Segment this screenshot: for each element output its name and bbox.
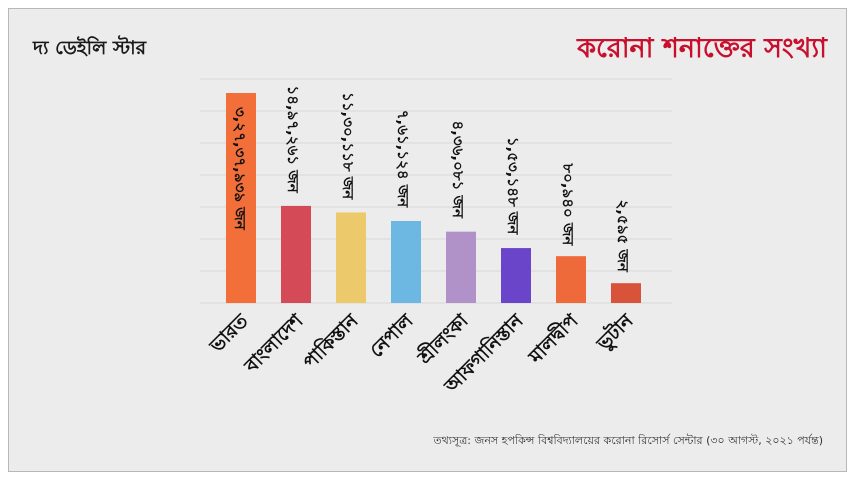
data-label-2: ১৪,৯৭,২৬১ জন [284,85,302,193]
data-label-7: ৮০,৯৪০ জন [559,162,577,246]
bar-6 [501,248,531,303]
bar-1 [226,93,256,303]
bar-5 [446,231,476,303]
bar-2 [281,205,311,303]
brand-logo: দ্য ডেইলি স্টার [33,37,147,59]
data-label-4: ৭,৬১,১২৪ জন [394,110,412,208]
chart-card [8,8,847,472]
bar-3 [336,212,366,303]
source-note: তথ্যসূত্র: জনস হপকিন্স বিশ্ববিদ্যালয়ের … [433,434,823,447]
bar-4 [391,220,421,303]
category-label-3: পাকিস্তান [298,309,363,374]
bar-7 [556,256,586,303]
data-label-5: ৪,৩৬,০৮১ জন [449,120,467,218]
chart-title: করোনা শনাক্তের সংখ্যা [577,33,827,64]
category-label-4: নেপাল [365,309,418,362]
data-label-8: ২,৫৯৫ জন [614,200,632,273]
bar-8 [611,283,641,303]
category-label-8: ভুটান [591,308,640,357]
category-label-7: মালদ্বীপ [523,308,584,369]
data-label-6: ১,৫৩,১৪৮ জন [504,137,522,235]
data-label-3: ১১,৩০,১১৮ জন [339,92,357,200]
category-label-2: বাংলাদেশ [240,309,308,377]
data-label-1: ৩,২৭,৩৭,৯৩৯ জন [231,107,249,231]
category-label-1: ভারত [205,309,253,357]
